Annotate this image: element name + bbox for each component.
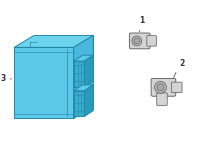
Circle shape <box>157 84 164 91</box>
FancyBboxPatch shape <box>151 78 176 96</box>
Text: 2: 2 <box>179 59 185 68</box>
Circle shape <box>155 81 166 93</box>
Circle shape <box>132 36 142 46</box>
FancyBboxPatch shape <box>147 36 156 46</box>
Polygon shape <box>74 91 84 116</box>
Text: 3: 3 <box>0 74 5 83</box>
Polygon shape <box>14 35 93 47</box>
Polygon shape <box>14 47 74 118</box>
Circle shape <box>134 38 140 44</box>
Polygon shape <box>74 85 93 91</box>
FancyBboxPatch shape <box>129 33 150 49</box>
Polygon shape <box>84 55 93 87</box>
Polygon shape <box>84 85 93 116</box>
Polygon shape <box>74 35 93 118</box>
Polygon shape <box>74 61 84 87</box>
Polygon shape <box>74 55 93 61</box>
FancyBboxPatch shape <box>172 82 182 93</box>
Text: 1: 1 <box>139 16 144 25</box>
FancyBboxPatch shape <box>157 93 167 105</box>
